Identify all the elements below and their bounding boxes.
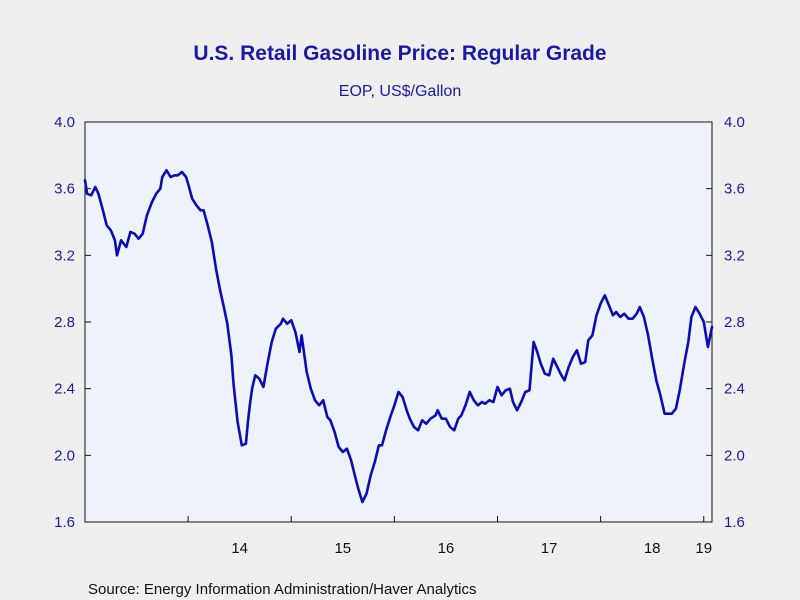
x-tick-label: 18 (644, 540, 661, 557)
y-tick-label-left: 2.4 (54, 381, 75, 398)
series-group (83, 169, 714, 504)
y-axis-left: 4.0 3.6 3.2 2.8 2.4 2.0 1.6 (54, 114, 91, 531)
source-note: Source: Energy Information Administratio… (88, 581, 477, 598)
y-tick-label-right: 3.2 (724, 247, 745, 264)
y-tick-label-right: 3.6 (724, 181, 745, 198)
y-tick-label-left: 2.8 (54, 314, 75, 331)
x-tick-label: 14 (231, 540, 248, 557)
plot-area (84, 121, 713, 523)
chart-title: U.S. Retail Gasoline Price: Regular Grad… (193, 42, 606, 65)
y-tick-label-right: 4.0 (724, 114, 745, 131)
y-tick-label-left: 3.2 (54, 247, 75, 264)
y-tick-label-right: 2.0 (724, 447, 745, 464)
y-tick-label-left: 3.6 (54, 181, 75, 198)
series-line (83, 169, 714, 504)
x-tick-label: 16 (438, 540, 455, 557)
x-axis: 14 15 16 17 18 19 (187, 516, 712, 557)
y-tick-label-right: 2.8 (724, 314, 745, 331)
y-tick-label-left: 1.6 (54, 514, 75, 531)
y-tick-label-left: 4.0 (54, 114, 75, 131)
x-tick-label: 19 (695, 540, 712, 557)
y-tick-label-right: 2.4 (724, 381, 745, 398)
y-tick-label-left: 2.0 (54, 447, 75, 464)
chart-subtitle: EOP, US$/Gallon (339, 83, 461, 100)
y-axis-right: 4.0 3.6 3.2 2.8 2.4 2.0 1.6 (706, 114, 745, 531)
y-tick-label-right: 1.6 (724, 514, 745, 531)
x-tick-label: 15 (334, 540, 351, 557)
x-tick-label: 17 (541, 540, 558, 557)
